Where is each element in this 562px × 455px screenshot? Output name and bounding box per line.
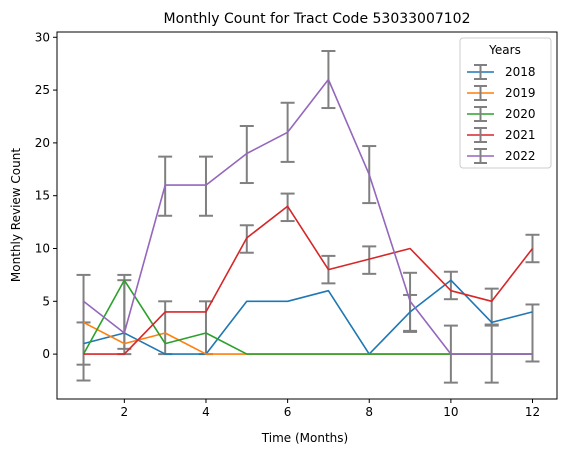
legend-label: 2018 [505,65,536,79]
series-line-2022 [83,78,533,355]
error-bar [198,300,213,356]
chart-title: Monthly Count for Tract Code 53033007102 [164,11,471,27]
error-bar [484,287,499,326]
error-bar [362,245,377,275]
y-tick-label: 15 [35,189,50,203]
error-bar [443,270,458,301]
y-tick-label: 25 [35,83,50,97]
x-tick-label: 12 [525,405,540,419]
x-tick-label: 4 [202,405,210,419]
x-tick-label: 6 [284,405,292,419]
y-tick-label: 5 [42,294,50,308]
x-tick-label: 10 [443,405,458,419]
series-lines [82,78,534,355]
y-axis-label: Monthly Review Count [9,148,23,282]
series-line-2018 [83,279,533,355]
legend-label: 2021 [505,128,536,142]
y-tick-label: 10 [35,242,50,256]
legend: Years 2018 2019 2020 2021 2022 [459,37,552,169]
legend-label: 2022 [505,149,536,163]
y-tick-label: 30 [35,30,50,44]
legend-item-2019: 2019 [467,85,536,101]
error-bar [525,303,540,363]
y-axis: 0 5 10 15 20 25 30 [35,30,57,361]
legend-label: 2020 [505,107,536,121]
series-line-2020 [82,279,533,355]
x-axis: 2 4 6 8 10 12 [121,399,540,419]
legend-item-2022: 2022 [467,148,536,164]
error-bar [525,233,540,264]
series-line-2021 [83,205,534,355]
error-bar [198,155,213,217]
legend-item-2018: 2018 [467,64,536,80]
legend-item-2021: 2021 [467,127,536,143]
error-bar [158,300,173,356]
legend-label: 2019 [505,86,536,100]
error-bar [117,273,132,350]
legend-title: Years [488,43,521,57]
x-axis-label: Time (Months) [261,431,348,445]
y-tick-label: 0 [42,347,50,361]
y-tick-label: 20 [35,136,50,150]
legend-item-2020: 2020 [467,106,536,122]
x-tick-label: 2 [121,405,129,419]
x-tick-label: 8 [365,405,373,419]
plot-frame [56,31,558,400]
